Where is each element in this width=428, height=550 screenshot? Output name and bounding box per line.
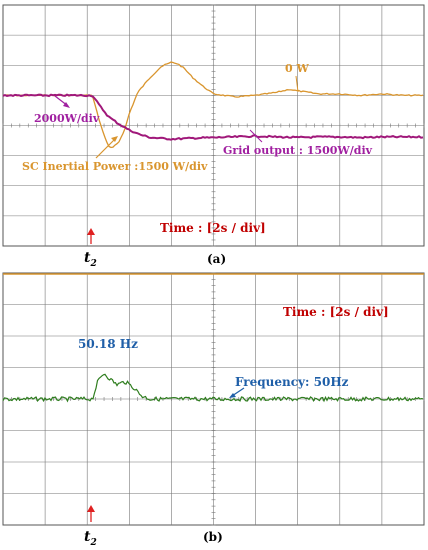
annotation-grid-output: Grid output : 1500W/div — [223, 144, 373, 157]
arrow-zero-w — [295, 75, 299, 93]
event-marker-head-b — [87, 505, 95, 512]
series-b — [2, 373, 424, 403]
arrow-grid-output — [249, 129, 263, 143]
annotation-time-div-a: Time : [2s / div] — [160, 221, 266, 235]
series-a — [2, 61, 424, 149]
series-line-frequency — [2, 373, 424, 403]
annotation-time-div-b: Time : [2s / div] — [283, 305, 389, 319]
caption-b: (b) — [203, 530, 223, 544]
annotation-zero-w: 0 W — [285, 62, 309, 75]
arrow-head-sc — [111, 136, 118, 142]
annotation-frequency: Frequency: 50Hz — [235, 375, 349, 389]
annotation-sc-power: SC Inertial Power :1500 W/div — [22, 160, 208, 173]
series-line-grid-output — [2, 93, 424, 141]
caption-a: (a) — [207, 252, 227, 266]
event-label-b: t2 — [84, 529, 97, 548]
annotation-2000w-div: 2000W/div — [34, 112, 100, 125]
event-marker-head-a — [87, 228, 95, 235]
arrow-head-frequency — [229, 393, 236, 398]
arrow-head-2000w — [63, 102, 70, 108]
chart-a: 0 W 2000W/div SC Inertial Power :1500 W/… — [2, 4, 425, 268]
chart-b: Time : [2s / div] 50.18 Hz Frequency: 50… — [2, 272, 425, 548]
arrow-sc-power — [95, 137, 117, 159]
event-label-a: t2 — [84, 250, 97, 268]
annotation-peak: 50.18 Hz — [78, 337, 138, 351]
grid-a — [2, 4, 425, 247]
